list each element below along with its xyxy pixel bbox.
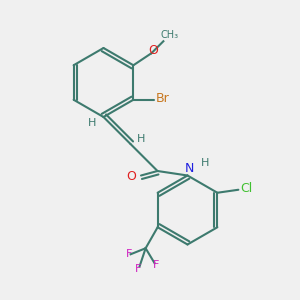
Text: Cl: Cl — [240, 182, 252, 195]
Text: O: O — [127, 170, 136, 184]
Text: Br: Br — [156, 92, 169, 105]
Text: CH₃: CH₃ — [160, 30, 178, 40]
Text: H: H — [201, 158, 209, 169]
Text: F: F — [153, 260, 159, 270]
Text: H: H — [88, 118, 96, 128]
Text: F: F — [135, 264, 141, 274]
Text: H: H — [136, 134, 145, 145]
Text: F: F — [126, 249, 132, 259]
Text: N: N — [184, 161, 194, 175]
Text: O: O — [148, 44, 158, 57]
